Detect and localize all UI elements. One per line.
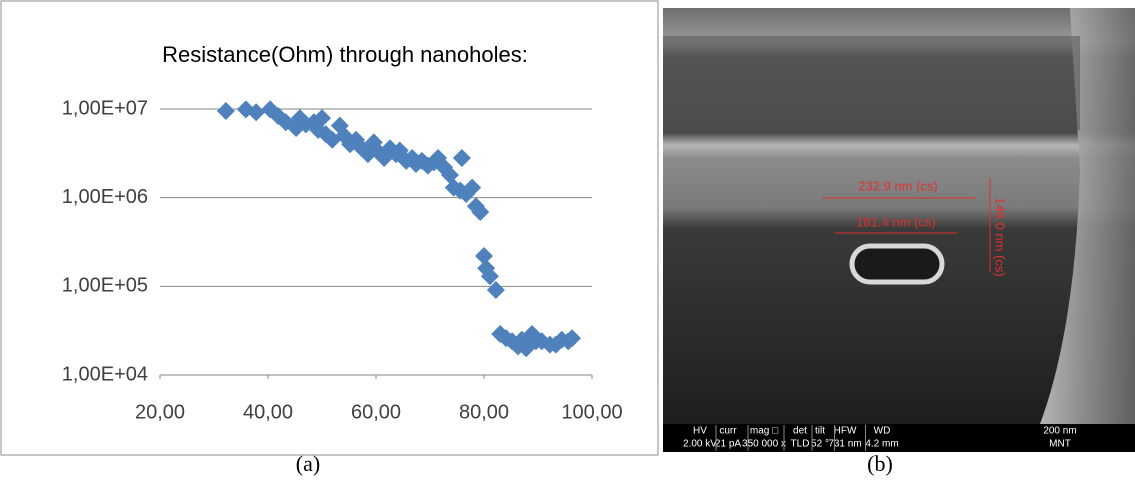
measure-label: 146.0 nm (cs) [993,197,1008,276]
sem-recess [663,36,1080,130]
point [563,329,582,348]
caption: (a) [296,451,320,476]
measure-label: 181.4 nm (cs) [856,214,935,229]
point [463,178,482,197]
point [313,109,331,128]
point [471,202,490,221]
plot: 1,00E+04 1,00E+05 1,00E+06 1,00E+07 20,00 40,… [62,97,623,423]
chart-title: Resistance(Ohm) through nanoholes: [162,42,528,67]
x-tick-label: 60,00 [351,401,401,423]
databar-label: mag □ [750,426,778,437]
point [480,267,499,286]
x-tick-label: 100,00 [561,401,622,423]
databar-label: HV [693,426,707,437]
databar-value: 4.2 mm [865,439,898,450]
databar-label: 200 nm [1043,426,1076,437]
y-tick-label: 1,00E+07 [62,97,148,119]
databar-value: 2.00 kV [683,439,717,450]
databar-value: 21 pA [715,439,741,450]
databar-value: 731 nm [828,439,861,450]
x-tick-label: 40,00 [243,401,293,423]
databar-value: MNT [1049,439,1071,450]
measure-label: 232.9 nm (cs) [858,178,937,193]
point [486,280,505,299]
databar-value: TLD [791,439,810,450]
point [475,246,493,265]
sem-image: 232.9 nm (cs) 181.4 nm (cs) 146.0 nm (cs… [663,8,1135,452]
sem-databar [663,424,1135,452]
point [276,113,295,132]
databar-label: det [793,426,807,437]
databar-label: WD [874,426,891,437]
y-tick-label: 1,00E+04 [62,363,148,385]
chart-frame [0,0,659,456]
databar-label: HFW [834,426,857,437]
x-tick-label: 20,00 [135,401,185,423]
caption: (b) [867,451,893,476]
y-tick-label: 1,00E+05 [62,275,148,297]
databar-value: 350 000 x [742,439,786,450]
databar-label: tilt [815,426,825,437]
point [452,149,471,168]
point [247,103,266,122]
point [216,101,235,120]
sem-hole [849,243,945,285]
y-tick-label: 1,00E+06 [62,186,148,208]
sem-wall [1040,8,1135,424]
databar-value: 52 ° [811,439,829,450]
x-tick-label: 80,00 [459,401,509,423]
databar-label: curr [719,426,737,437]
